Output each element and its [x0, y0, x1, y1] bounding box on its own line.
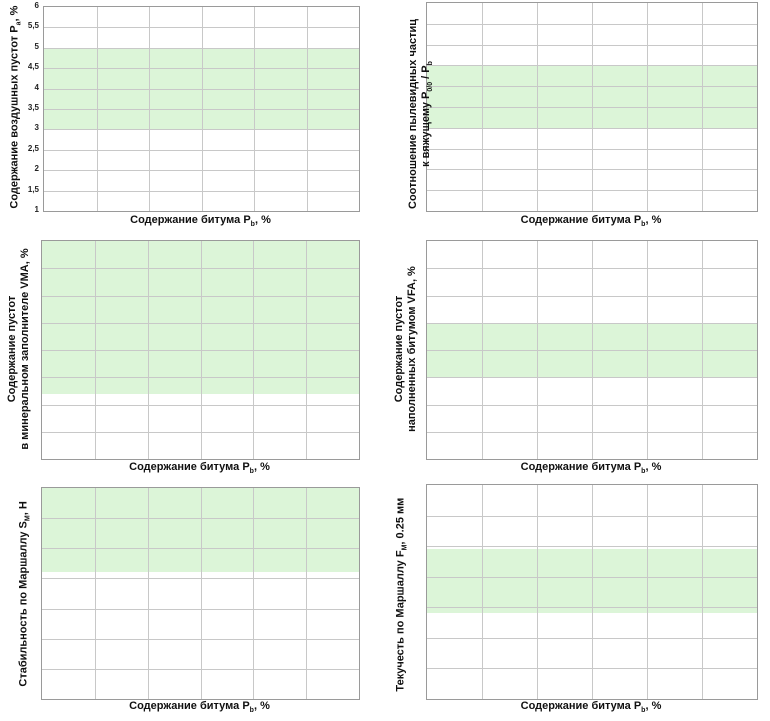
gridline-vertical	[200, 488, 202, 699]
gridline-vertical	[592, 485, 593, 699]
y-tick-label: 2	[34, 164, 39, 174]
gridline-vertical	[482, 241, 483, 459]
gridline-vertical	[702, 485, 703, 699]
gridline-vertical	[592, 241, 593, 459]
gridline-vertical	[149, 7, 150, 211]
y-tick-label: 4,5	[27, 62, 39, 72]
gridline-vertical	[482, 485, 483, 699]
y-tick-label: 2,5	[27, 143, 39, 153]
x-axis-label: Содержание битума Pb, %	[129, 461, 270, 476]
y-tick-label: 1	[34, 205, 39, 214]
gridline-vertical	[94, 241, 96, 459]
gridline-vertical	[254, 7, 255, 211]
gridline-vertical	[306, 7, 308, 211]
plot-area	[426, 240, 758, 460]
plot-area	[41, 240, 360, 460]
gridline-vertical	[96, 7, 98, 211]
gridline-vertical	[702, 3, 703, 211]
y-axis-label: Содержание пустот наполненных битумом VF…	[393, 266, 418, 432]
gridline-vertical	[537, 3, 538, 211]
gridline-vertical	[147, 488, 149, 699]
plot-area	[43, 6, 360, 212]
gridline-vertical	[592, 3, 593, 211]
x-axis-label: Содержание битума Pb, %	[129, 700, 270, 715]
plot-area	[426, 2, 758, 212]
y-tick-label: 3,5	[27, 103, 39, 112]
plot-area	[41, 487, 360, 700]
gridline-vertical	[647, 241, 648, 459]
gridline-vertical	[253, 241, 255, 459]
y-tick-label: 1,5	[27, 184, 39, 194]
gridline-vertical	[702, 241, 703, 459]
y-axis-label: Содержание воздушных пустот Pа, %	[8, 5, 23, 209]
x-axis-label: Содержание битума Pb, %	[520, 461, 662, 476]
y-tick-label: 5,5	[27, 21, 39, 31]
gridline-vertical	[201, 7, 203, 211]
gridline-vertical	[94, 488, 96, 699]
gridline-vertical	[647, 3, 648, 211]
y-tick-label: 6	[34, 1, 39, 10]
y-axis-label: Соотношение пылевидных частиц к вяжущему…	[407, 19, 435, 209]
gridline-vertical	[253, 488, 255, 699]
gridline-vertical	[482, 3, 483, 211]
y-tick-label: 4	[34, 82, 39, 92]
y-axis-label: Стабильность по Маршаллу SM, Н	[17, 501, 32, 687]
plot-area	[426, 484, 758, 700]
gridline-vertical	[537, 241, 538, 459]
y-tick-label: 3	[34, 123, 39, 133]
x-axis-label: Содержание битума Pb, %	[130, 214, 271, 229]
gridline-vertical	[200, 241, 202, 459]
x-axis-label: Содержание битума Pb, %	[520, 700, 662, 715]
x-axis-label: Содержание битума Pb, %	[520, 214, 662, 229]
gridline-vertical	[147, 241, 149, 459]
y-tick-label: 5	[34, 41, 39, 51]
y-axis-label: Содержание пустот в минеральном заполнит…	[6, 248, 31, 450]
y-axis-label: Текучесть по Маршаллу FM, 0.25 мм	[394, 497, 409, 692]
gridline-vertical	[537, 485, 538, 699]
gridline-vertical	[647, 485, 648, 699]
gridline-vertical	[306, 241, 308, 459]
gridline-vertical	[306, 488, 308, 699]
